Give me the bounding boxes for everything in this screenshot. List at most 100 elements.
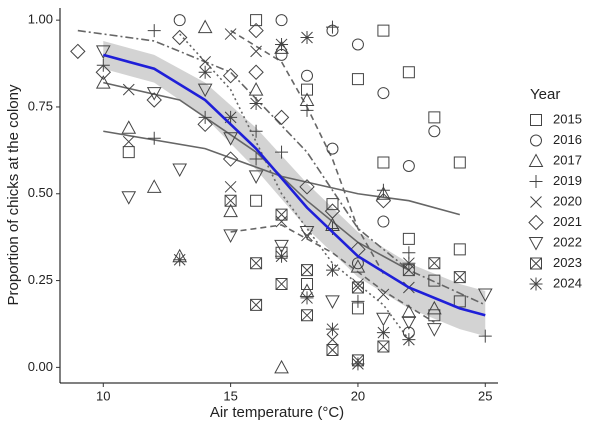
marker xyxy=(376,312,391,327)
marker-part xyxy=(453,156,466,169)
marker-part xyxy=(325,295,340,309)
marker xyxy=(351,357,365,371)
marker-part xyxy=(301,69,314,82)
marker-part xyxy=(377,215,390,228)
marker xyxy=(426,323,442,337)
marker xyxy=(122,146,135,159)
marker xyxy=(528,237,544,251)
y-tick-label: 0.00 xyxy=(28,359,53,374)
marker-part xyxy=(352,278,364,290)
marker-part xyxy=(249,152,263,166)
marker-part xyxy=(351,281,364,294)
marker xyxy=(275,246,288,259)
marker xyxy=(249,124,263,138)
legend-label: 2024 xyxy=(553,275,582,290)
marker-part xyxy=(402,256,416,270)
marker-part xyxy=(377,288,390,301)
marker xyxy=(478,329,492,343)
marker xyxy=(274,359,289,374)
marker-part xyxy=(198,65,212,79)
marker xyxy=(250,45,262,58)
marker xyxy=(299,179,315,195)
marker xyxy=(275,48,288,61)
marker-part xyxy=(248,64,264,80)
legend-label: 2021 xyxy=(553,214,582,229)
marker-part xyxy=(223,229,238,243)
marker xyxy=(224,28,237,40)
marker-part xyxy=(172,163,188,178)
marker xyxy=(275,278,288,291)
marker xyxy=(299,225,315,240)
marker-part xyxy=(402,66,415,79)
marker xyxy=(197,83,213,98)
marker-part xyxy=(402,232,415,245)
marker xyxy=(350,259,366,273)
marker xyxy=(428,111,441,124)
marker-part xyxy=(171,29,188,46)
legend-label: 2022 xyxy=(553,234,582,249)
trend-line xyxy=(179,33,410,341)
marker xyxy=(402,232,415,245)
legend-label: 2015 xyxy=(553,111,582,126)
marker xyxy=(326,344,339,357)
marker xyxy=(224,180,237,193)
marker-part xyxy=(275,278,288,291)
marker-part xyxy=(301,83,314,96)
marker-part xyxy=(248,82,264,96)
marker-part xyxy=(402,333,416,347)
marker xyxy=(121,120,137,134)
marker xyxy=(530,134,542,147)
marker xyxy=(301,264,314,277)
marker xyxy=(250,257,263,270)
marker xyxy=(326,142,339,155)
marker xyxy=(300,291,314,305)
marker-part xyxy=(122,146,135,159)
y-tick-label: 0.50 xyxy=(28,185,53,200)
marker-part xyxy=(274,239,289,254)
marker-part xyxy=(147,131,161,145)
marker xyxy=(376,326,390,340)
marker xyxy=(248,22,264,39)
marker xyxy=(376,183,390,197)
marker xyxy=(199,55,212,68)
marker xyxy=(351,281,364,294)
marker-part xyxy=(300,291,314,305)
marker-part xyxy=(376,183,390,197)
marker-part xyxy=(275,37,289,51)
marker-part xyxy=(199,55,212,68)
marker xyxy=(325,20,339,34)
marker-part xyxy=(275,249,289,263)
marker xyxy=(147,131,161,145)
marker xyxy=(377,87,390,100)
marker-part xyxy=(428,257,441,270)
marker xyxy=(95,75,111,89)
marker-part xyxy=(173,253,187,267)
marker xyxy=(197,116,213,133)
marker xyxy=(224,110,238,124)
marker xyxy=(222,68,239,84)
trend-line xyxy=(230,29,385,275)
marker xyxy=(325,295,340,309)
marker xyxy=(325,322,339,336)
marker xyxy=(301,69,314,82)
marker xyxy=(275,14,288,27)
marker-part xyxy=(453,271,466,283)
marker xyxy=(121,191,137,205)
marker xyxy=(453,295,466,308)
marker-part xyxy=(326,142,339,155)
marker xyxy=(146,92,162,108)
marker-part xyxy=(250,299,262,311)
marker-part xyxy=(351,294,365,308)
marker xyxy=(273,109,290,126)
marker xyxy=(351,302,364,315)
marker xyxy=(402,256,416,270)
marker xyxy=(95,45,111,59)
marker xyxy=(377,24,390,37)
marker xyxy=(122,83,135,96)
marker xyxy=(300,31,314,45)
marker-part xyxy=(223,132,238,146)
marker xyxy=(528,153,544,167)
marker xyxy=(352,278,364,290)
